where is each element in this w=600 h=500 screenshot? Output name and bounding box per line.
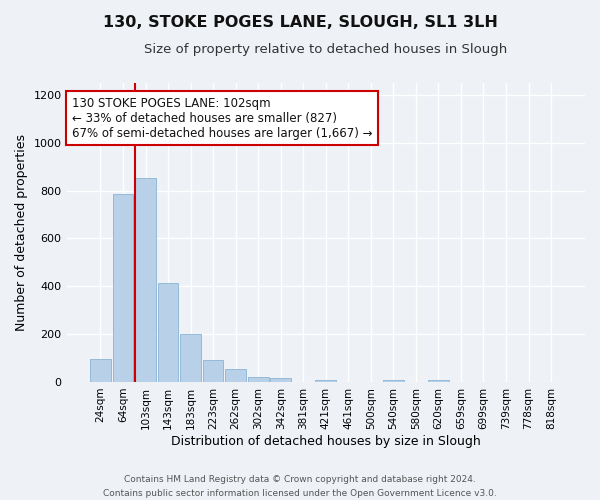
Text: 130, STOKE POGES LANE, SLOUGH, SL1 3LH: 130, STOKE POGES LANE, SLOUGH, SL1 3LH [103,15,497,30]
Bar [90,359,111,382]
Bar [158,282,178,382]
Text: 130 STOKE POGES LANE: 102sqm
← 33% of detached houses are smaller (827)
67% of s: 130 STOKE POGES LANE: 102sqm ← 33% of de… [72,96,372,140]
Title: Size of property relative to detached houses in Slough: Size of property relative to detached ho… [144,42,508,56]
Text: Contains HM Land Registry data © Crown copyright and database right 2024.
Contai: Contains HM Land Registry data © Crown c… [103,476,497,498]
Y-axis label: Number of detached properties: Number of detached properties [15,134,28,331]
Bar [135,178,156,382]
Bar [271,378,291,382]
Bar [113,194,133,382]
Bar [203,360,223,382]
Bar [248,377,269,382]
X-axis label: Distribution of detached houses by size in Slough: Distribution of detached houses by size … [171,434,481,448]
Bar [225,369,246,382]
Bar [316,380,336,382]
Bar [180,334,201,382]
Bar [428,380,449,382]
Bar [383,380,404,382]
